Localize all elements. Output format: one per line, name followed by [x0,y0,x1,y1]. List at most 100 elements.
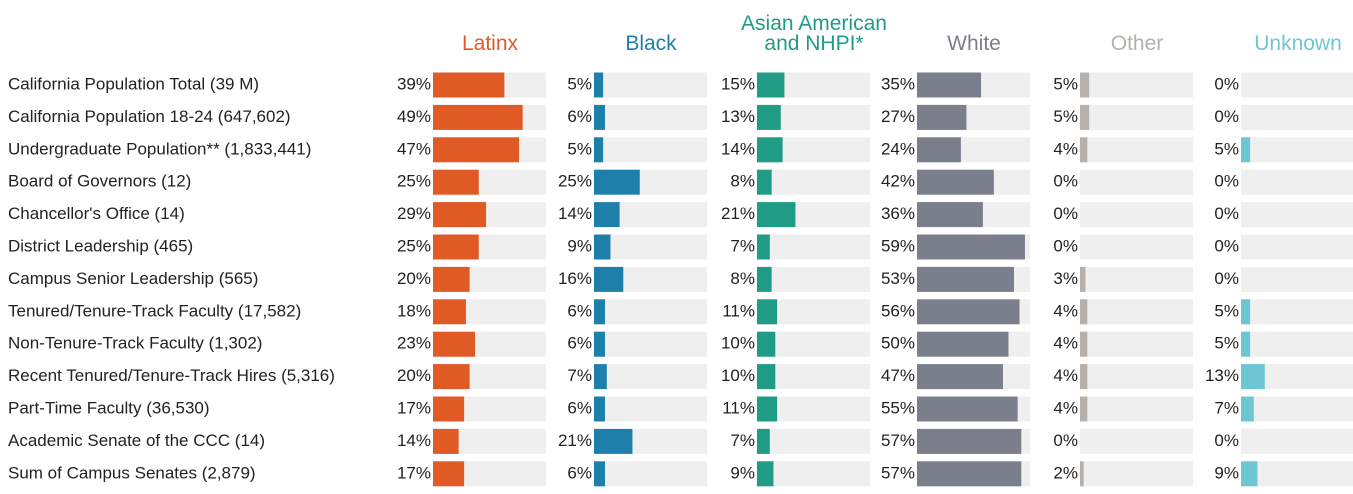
bar-track [1080,364,1193,390]
row-label: Recent Tenured/Tenure-Track Hires (5,316… [8,366,335,385]
bar [594,169,640,195]
bar [1080,104,1090,130]
bar-track [1241,428,1353,454]
bar [594,299,605,325]
bar [1080,72,1090,98]
bar [757,428,770,454]
value-label: 15% [721,74,755,93]
bar-track [757,331,870,357]
bar-track [1241,202,1353,228]
bar [433,202,487,228]
bar-track [1080,299,1193,325]
value-label: 7% [1214,398,1239,417]
value-label: 13% [1205,366,1239,385]
value-label: 0% [1053,204,1078,223]
column-header: Unknown [1254,32,1342,55]
value-label: 24% [881,139,915,158]
value-label: 57% [881,431,915,450]
value-label: 47% [881,366,915,385]
bar-track [1080,234,1193,260]
value-label: 2% [1053,463,1078,482]
value-label: 18% [397,301,431,320]
value-label: 14% [558,204,592,223]
row-label: Tenured/Tenure-Track Faculty (17,582) [8,301,301,320]
value-label: 0% [1214,431,1239,450]
row-label: Sum of Campus Senates (2,879) [8,463,256,482]
bar-track [1241,104,1353,130]
bar [917,169,994,195]
bar [757,169,772,195]
value-label: 8% [730,172,755,191]
value-label: 0% [1214,269,1239,288]
bar [757,234,770,260]
bar [757,104,781,130]
bar-track [1080,137,1193,163]
value-label: 0% [1214,204,1239,223]
value-label: 14% [397,431,431,450]
value-label: 36% [881,204,915,223]
bar [757,137,783,163]
bar [433,331,476,357]
bar [1080,137,1088,163]
bar [594,72,604,98]
bar [433,137,520,163]
bar [594,137,604,163]
bar-track [1241,461,1353,487]
bar-track [757,234,870,260]
value-label: 20% [397,269,431,288]
value-label: 55% [881,398,915,417]
value-label: 59% [881,236,915,255]
bar-track [594,461,707,487]
value-label: 4% [1053,366,1078,385]
value-label: 9% [567,236,592,255]
bar-track [594,396,707,422]
value-label: 17% [397,398,431,417]
bar-track [1080,396,1193,422]
value-label: 25% [558,172,592,191]
value-label: 23% [397,334,431,353]
value-label: 5% [567,74,592,93]
bar [433,428,459,454]
value-label: 6% [567,463,592,482]
value-label: 0% [1053,172,1078,191]
value-label: 42% [881,172,915,191]
row-label: Chancellor's Office (14) [8,204,185,223]
bar-track [1241,234,1353,260]
bar-track [1241,169,1353,195]
column-header: White [947,32,1001,55]
bar [757,72,785,98]
bar-track [1241,331,1353,357]
bar-track [1241,137,1353,163]
bar [917,299,1020,325]
bar [433,266,470,292]
bar-track [1241,299,1353,325]
value-label: 5% [1214,139,1239,158]
value-label: 7% [730,431,755,450]
bar-track [1241,396,1353,422]
bar [757,299,778,325]
bar-track [594,299,707,325]
value-label: 16% [558,269,592,288]
value-label: 35% [881,74,915,93]
value-label: 4% [1053,139,1078,158]
column-header: Other [1110,32,1164,55]
value-label: 25% [397,236,431,255]
column-header: Black [625,32,677,55]
bar [433,299,466,325]
value-label: 25% [397,172,431,191]
bar [917,234,1025,260]
value-label: 57% [881,463,915,482]
bar-track [1080,169,1193,195]
value-label: 4% [1053,334,1078,353]
value-label: 21% [558,431,592,450]
bar [757,202,796,228]
row-label: California Population 18-24 (647,602) [8,107,291,126]
value-label: 0% [1214,172,1239,191]
row-label: Undergraduate Population** (1,833,441) [8,139,311,158]
bar [1080,266,1086,292]
value-label: 4% [1053,301,1078,320]
value-label: 5% [1214,334,1239,353]
bar [433,234,479,260]
bar-track [757,266,870,292]
value-label: 50% [881,334,915,353]
